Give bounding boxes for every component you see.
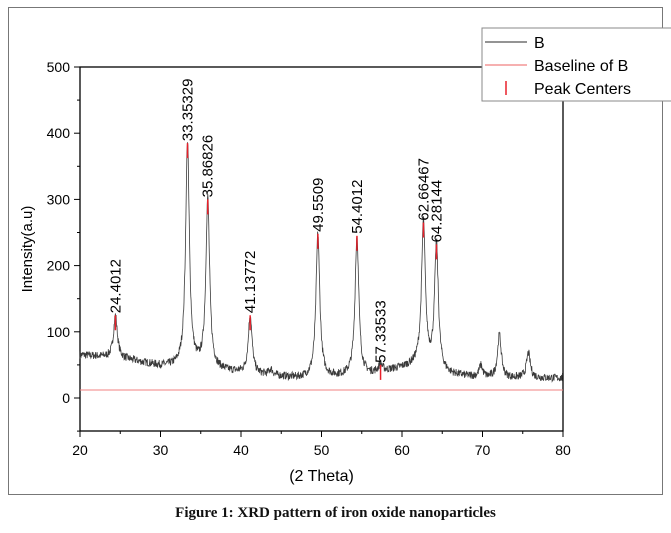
peak-label: 64.28144 — [428, 180, 445, 243]
x-tick-label: 80 — [555, 442, 571, 458]
series-b-line — [79, 142, 564, 383]
x-axis-label: (2 Theta) — [289, 468, 354, 485]
figure-caption: Figure 1: XRD pattern of iron oxide nano… — [175, 505, 496, 521]
peak-label: 49.5509 — [310, 178, 327, 232]
y-tick-label: 200 — [47, 258, 71, 274]
figure-frame — [8, 7, 663, 495]
y-tick-label: 300 — [47, 191, 71, 207]
x-tick-label: 40 — [233, 442, 249, 458]
xrd-chart: 20 30 40 50 60 70 80 0 100 200 300 400 500 (2 Theta) I… — [19, 27, 671, 485]
x-tick-label: 30 — [153, 442, 169, 458]
peak-label: 62.66467 — [415, 158, 432, 221]
y-tick-label: 0 — [62, 390, 70, 406]
y-tick-label: 500 — [47, 59, 71, 75]
peak-label: 41.13772 — [242, 251, 259, 314]
y-axis-label: Intensity(a.u) — [19, 206, 36, 293]
peak-label: 24.4012 — [107, 259, 124, 313]
y-tick-label: 100 — [47, 324, 71, 340]
x-tick-label: 50 — [314, 442, 330, 458]
x-tick-label: 70 — [475, 442, 491, 458]
legend-label: Baseline of B — [534, 58, 628, 75]
peak-label: 35.86826 — [200, 135, 217, 198]
y-tick-label: 400 — [47, 125, 71, 141]
x-tick-label: 60 — [394, 442, 410, 458]
peak-label: 54.4012 — [349, 180, 366, 234]
peak-label: 57.33533 — [373, 300, 390, 363]
legend-label: B — [534, 35, 545, 52]
x-tick-label: 20 — [72, 442, 88, 458]
legend-label: Peak Centers — [534, 81, 631, 98]
peak-label: 33.35329 — [179, 79, 196, 142]
